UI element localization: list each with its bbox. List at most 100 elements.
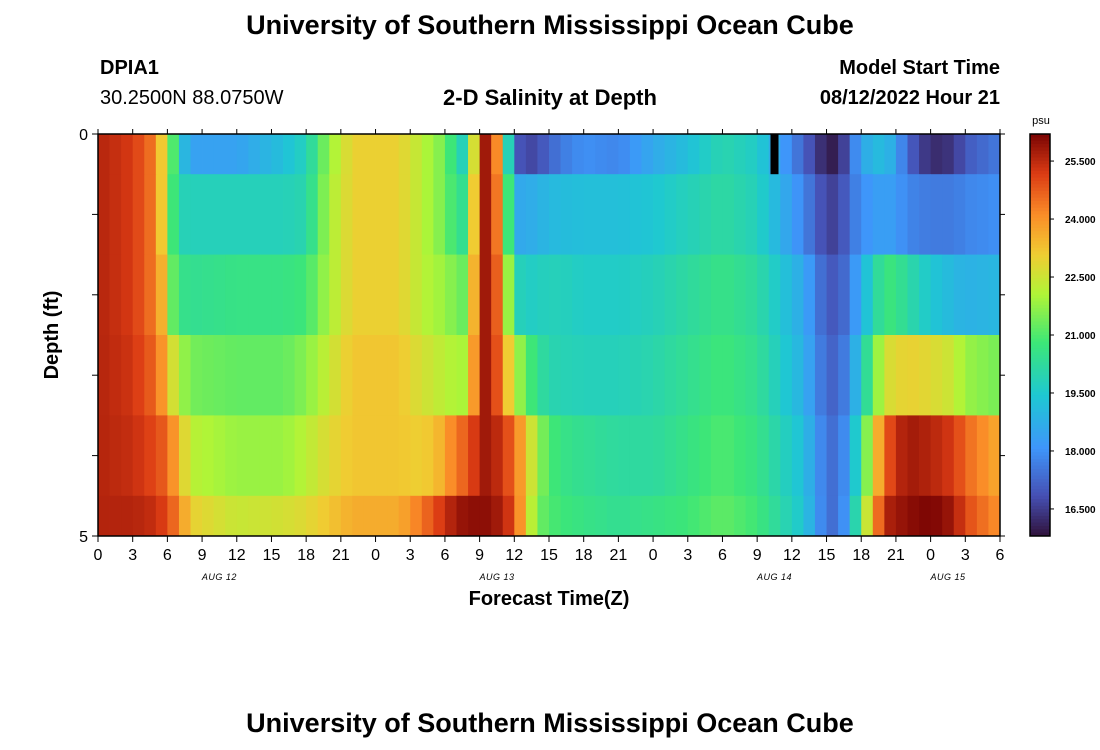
- colorbar-segment: [1030, 174, 1050, 179]
- heatmap-cell: [340, 174, 353, 255]
- heatmap-cell: [722, 415, 735, 497]
- heatmap-cell: [121, 335, 134, 416]
- heatmap-cell: [699, 174, 712, 255]
- heatmap-cell: [144, 495, 157, 537]
- heatmap-cell: [549, 254, 561, 336]
- heatmap-cell: [849, 254, 862, 336]
- colorbar-segment: [1030, 184, 1050, 189]
- heatmap-cell: [271, 415, 284, 497]
- heatmap-cell: [236, 415, 249, 497]
- heatmap-cell: [930, 254, 943, 336]
- heatmap-cell: [144, 174, 157, 255]
- heatmap-cell: [444, 174, 457, 255]
- heatmap-cell: [618, 335, 631, 416]
- model-start-value: 08/12/2022 Hour 21: [819, 87, 1000, 109]
- colorbar-segment: [1030, 331, 1050, 336]
- colorbar-segment: [1030, 251, 1050, 256]
- colorbar-tick-label: 25.500: [1065, 157, 1096, 168]
- x-tick-label: 6: [440, 547, 449, 564]
- heatmap-cell: [236, 134, 249, 175]
- heatmap-cell: [653, 134, 666, 175]
- heatmap-cell: [549, 415, 561, 497]
- colorbar-segment: [1030, 224, 1050, 229]
- heatmap-cell: [907, 134, 920, 175]
- heatmap-cell: [433, 495, 446, 537]
- heatmap-cell: [491, 335, 504, 416]
- heatmap-cell: [433, 254, 446, 336]
- colorbar-segment: [1030, 234, 1050, 239]
- heatmap-cell: [236, 495, 249, 537]
- heatmap-cell: [259, 174, 272, 255]
- heatmap-cell: [791, 495, 804, 537]
- heatmap-cell: [919, 495, 932, 537]
- heatmap-cell: [629, 254, 642, 336]
- heatmap-cell: [340, 335, 353, 416]
- x-tick-label: 3: [406, 547, 415, 564]
- heatmap-cell: [965, 335, 978, 416]
- heatmap-cell: [814, 254, 827, 336]
- heatmap-cell: [872, 134, 885, 175]
- heatmap-cell: [190, 415, 203, 497]
- heatmap-cell: [479, 174, 492, 255]
- heatmap-cell: [491, 134, 504, 175]
- heatmap-cell: [988, 254, 1001, 336]
- heatmap-cell: [826, 174, 839, 255]
- heatmap-cell: [167, 174, 180, 255]
- heatmap-cell: [525, 254, 538, 336]
- heatmap-cell: [641, 495, 654, 537]
- heatmap-cell: [352, 174, 365, 255]
- colorbar-segment: [1030, 505, 1050, 510]
- heatmap-cell: [479, 335, 492, 416]
- heatmap-cell: [710, 335, 723, 416]
- colorbar-segment: [1030, 425, 1050, 430]
- heatmap-cell: [537, 495, 550, 537]
- heatmap-cell: [98, 254, 110, 336]
- heatmap-cell: [363, 495, 376, 537]
- heatmap-cell: [109, 134, 122, 175]
- colorbar-segment: [1030, 271, 1050, 276]
- heatmap-cell: [988, 335, 1001, 416]
- heatmap-cell: [745, 495, 758, 537]
- heatmap-cells: [98, 134, 1001, 537]
- heatmap-cell: [259, 495, 272, 537]
- page-title: University of Southern Mississippi Ocean…: [246, 10, 854, 40]
- heatmap-cell: [248, 415, 261, 497]
- colorbar-segment: [1030, 529, 1050, 534]
- heatmap-cell: [283, 174, 295, 255]
- heatmap-cell: [456, 495, 469, 537]
- heatmap-cell: [502, 254, 515, 336]
- heatmap-cell: [849, 495, 862, 537]
- heatmap-cell: [121, 174, 134, 255]
- heatmap-cell: [595, 174, 608, 255]
- heatmap-cell: [329, 415, 342, 497]
- heatmap-cell: [340, 254, 353, 336]
- heatmap-cell: [375, 415, 388, 497]
- heatmap-cell: [421, 335, 434, 416]
- colorbar-segment: [1030, 154, 1050, 158]
- heatmap-cell: [826, 134, 839, 175]
- heatmap-cell: [814, 335, 827, 416]
- heatmap-cell: [444, 134, 457, 175]
- heatmap-cell: [294, 174, 307, 255]
- heatmap-cell: [872, 174, 885, 255]
- colorbar-segment: [1030, 509, 1050, 514]
- heatmap-cell: [803, 174, 816, 255]
- heatmap-cell: [491, 415, 504, 497]
- heatmap-cell: [560, 415, 573, 497]
- heatmap-cell: [687, 174, 700, 255]
- heatmap-cell: [132, 134, 145, 175]
- heatmap-cell: [444, 415, 457, 497]
- colorbar-segment: [1030, 448, 1050, 453]
- heatmap-cell: [468, 174, 481, 255]
- heatmap-cell: [213, 174, 226, 255]
- colorbar: 16.500 18.000 19.500 21.000 22.500 24.000 25.5…: [1029, 133, 1096, 537]
- heatmap-cell: [606, 174, 619, 255]
- heatmap-cell: [363, 254, 376, 336]
- x-tick-label: 0: [94, 547, 103, 564]
- heatmap-cell: [664, 415, 677, 497]
- heatmap-cell: [155, 174, 168, 255]
- heatmap-cell: [861, 134, 874, 175]
- heatmap-cell: [988, 495, 1001, 537]
- heatmap-cell: [363, 335, 376, 416]
- colorbar-segment: [1030, 385, 1050, 390]
